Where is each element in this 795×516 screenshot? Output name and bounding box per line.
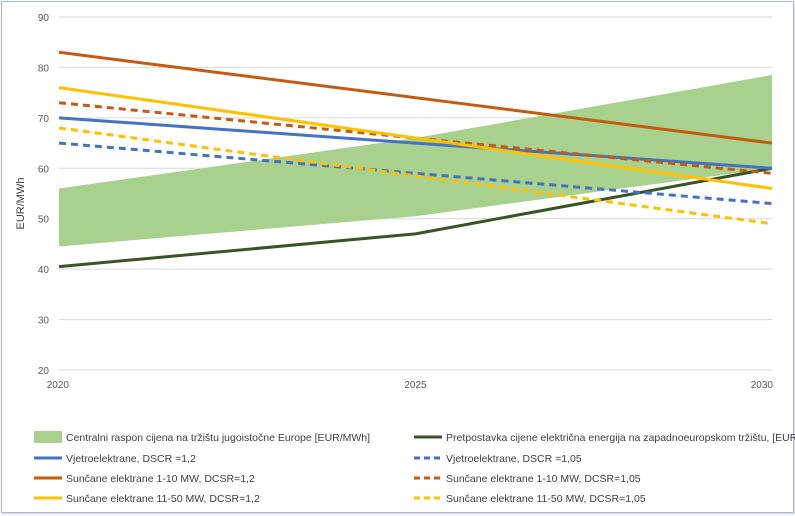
legend-label: Centralni raspon cijena na tržištu jugoi… xyxy=(66,432,370,444)
x-tick-label: 2030 xyxy=(751,380,774,391)
y-tick-labels: 20 30 40 50 60 70 80 90 xyxy=(38,13,50,377)
y-tick-label: 90 xyxy=(38,13,50,24)
legend-label: Vjetroelektrane, DSCR =1,2 xyxy=(66,453,196,465)
series-line-2 xyxy=(58,116,773,170)
y-tick-label: 60 xyxy=(38,164,50,175)
legend-item: Vjetroelektrane, DSCR =1,05 xyxy=(414,453,582,465)
x-tick-label: 2020 xyxy=(47,380,70,391)
series-line-4 xyxy=(58,50,773,145)
series-lines xyxy=(58,50,773,269)
legend-swatch xyxy=(34,431,62,443)
band-area xyxy=(59,74,772,247)
legend-item: Sunčane elektrane 1-10 MW, DCSR=1,2 xyxy=(34,473,255,485)
legend-label: Vjetroelektrane, DSCR =1,05 xyxy=(446,453,582,465)
y-tick-label: 20 xyxy=(38,366,50,377)
y-tick-label: 70 xyxy=(38,114,50,125)
legend-label: Pretpostavka cijene električna energija … xyxy=(446,432,795,444)
legend-item: Vjetroelektrane, DSCR =1,2 xyxy=(34,453,196,465)
series-line-6 xyxy=(58,86,773,190)
y-tick-label: 30 xyxy=(38,316,50,327)
x-tick-label: 2025 xyxy=(404,380,427,391)
legend-item: Sunčane elektrane 11-50 MW, DCSR=1,2 xyxy=(34,493,260,505)
legend-item: Pretpostavka cijene električna energija … xyxy=(414,432,795,444)
legend-item: Sunčane elektrane 1-10 MW, DCSR=1,05 xyxy=(414,473,641,485)
legend-label: Sunčane elektrane 11-50 MW, DCSR=1,2 xyxy=(66,493,260,505)
legend-item: Centralni raspon cijena na tržištu jugoi… xyxy=(34,431,370,444)
legend-label: Sunčane elektrane 1-10 MW, DCSR=1,05 xyxy=(446,473,641,485)
legend-label: Sunčane elektrane 1-10 MW, DCSR=1,2 xyxy=(66,473,255,485)
legend-item: Sunčane elektrane 11-50 MW, DCSR=1,05 xyxy=(414,493,646,505)
y-tick-label: 50 xyxy=(38,215,50,226)
y-tick-label: 40 xyxy=(38,265,50,276)
price-range-band xyxy=(59,74,772,247)
series-line-1 xyxy=(58,166,773,269)
x-tick-labels: 2020 2025 2030 xyxy=(47,380,774,391)
y-axis-title: EUR/MWh xyxy=(15,178,27,230)
y-tick-label: 80 xyxy=(38,63,50,74)
legend-label: Sunčane elektrane 11-50 MW, DCSR=1,05 xyxy=(446,493,646,505)
legend: Centralni raspon cijena na tržištu jugoi… xyxy=(34,431,795,505)
